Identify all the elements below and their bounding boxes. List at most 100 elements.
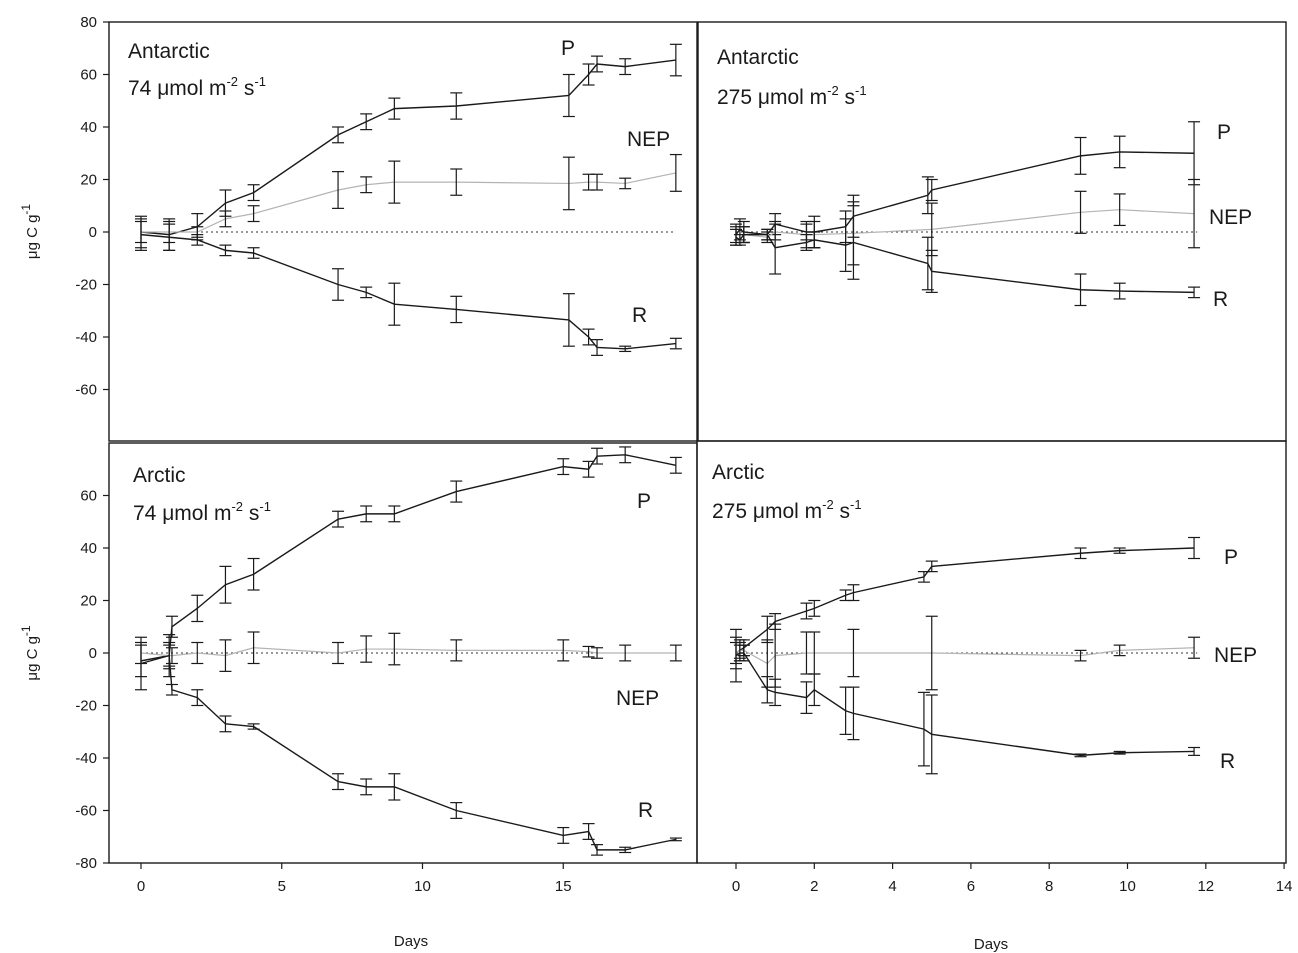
- error-bar: [730, 628, 742, 683]
- error-bar: [219, 639, 232, 672]
- error-bar: [808, 599, 821, 617]
- error-bar: [582, 645, 595, 658]
- y-tick-label: -60: [75, 803, 97, 820]
- error-bar: [1188, 636, 1201, 659]
- series-line-r: [140, 654, 676, 851]
- error-bar: [450, 802, 463, 819]
- series-line-nep: [736, 209, 1195, 238]
- error-bar: [1113, 135, 1126, 169]
- error-bar: [247, 557, 260, 591]
- series-p: [730, 121, 1201, 249]
- error-bar: [591, 647, 604, 659]
- x-tick-label: 0: [732, 878, 740, 895]
- series-line-p: [140, 59, 676, 236]
- error-bar: [1113, 644, 1126, 657]
- error-bar: [191, 689, 204, 707]
- error-bar: [591, 173, 604, 191]
- error-bar: [388, 160, 401, 204]
- error-bar: [557, 639, 570, 662]
- error-bar: [360, 113, 373, 131]
- x-axis-label: Days: [974, 936, 1008, 953]
- error-bar: [619, 644, 632, 662]
- error-bar: [191, 641, 204, 665]
- series-label-p: P: [1217, 121, 1231, 144]
- series-r: [135, 634, 682, 856]
- y-tick-label: 40: [80, 540, 97, 557]
- error-bar: [669, 153, 682, 192]
- error-bar: [450, 480, 463, 503]
- error-bar: [388, 773, 401, 801]
- error-bar: [450, 639, 463, 662]
- y-tick-label: -40: [75, 750, 97, 767]
- error-bar: [769, 678, 782, 707]
- error-bar: [450, 295, 463, 324]
- error-bar: [165, 615, 178, 638]
- panel-bottom-left: 60 40 20 0 -20 -40 -60 -80 0 5 10 15 P NEP R Arctic 74 μ…: [19, 442, 698, 950]
- series-label-p: P: [637, 490, 651, 513]
- error-bar: [557, 826, 570, 844]
- error-bar: [332, 641, 345, 665]
- y-axis-label: μg C g-1: [19, 204, 41, 259]
- panel-bottom-right: 0 2 4 6 8 10 12 14 P NEP R Arctic 275 μmol m-2 s-1 Da…: [696, 440, 1293, 953]
- error-bar: [619, 177, 632, 190]
- error-bar: [591, 447, 604, 465]
- error-bar: [163, 634, 176, 678]
- error-bar: [562, 73, 575, 118]
- error-bar: [839, 589, 852, 602]
- y-tick-label: 20: [80, 593, 97, 610]
- series-nep: [135, 631, 682, 672]
- error-bar: [1113, 193, 1126, 227]
- x-tick-label: 12: [1197, 878, 1214, 895]
- error-bar: [669, 456, 682, 474]
- error-bar: [800, 681, 813, 714]
- series-line-nep: [140, 647, 676, 657]
- error-bar: [360, 778, 373, 796]
- error-bar: [388, 505, 401, 523]
- series-p: [135, 43, 682, 251]
- error-bar: [388, 632, 401, 666]
- error-bar: [847, 584, 860, 602]
- error-bar: [332, 773, 345, 791]
- plot-frame: [696, 440, 1287, 864]
- x-tick-label: 0: [137, 878, 145, 895]
- error-bar: [332, 171, 345, 209]
- panel-title-light-level: 74 μmol m-2 s-1: [133, 499, 271, 525]
- error-bar: [619, 58, 632, 76]
- error-bar: [847, 205, 860, 280]
- y-tick-label: 60: [80, 488, 97, 505]
- series-line-r: [140, 233, 676, 350]
- y-tick-label: -80: [75, 855, 97, 872]
- error-bar: [591, 339, 604, 356]
- error-bar: [1188, 746, 1201, 756]
- error-bar: [737, 644, 750, 662]
- error-bar: [1113, 282, 1126, 300]
- panel-title-light-level: 275 μmol m-2 s-1: [712, 497, 862, 523]
- series-label-p: P: [1224, 546, 1238, 569]
- series-nep: [730, 178, 1201, 266]
- series-line-p: [735, 151, 1195, 236]
- panel-title-region: Arctic: [712, 461, 765, 484]
- error-bar: [247, 247, 260, 259]
- series-p: [730, 536, 1201, 670]
- y-axis-label: μg C g-1: [19, 625, 41, 680]
- error-bar: [619, 846, 632, 854]
- error-bar: [1074, 136, 1087, 175]
- series-p: [135, 446, 682, 678]
- series-label-nep: NEP: [1209, 206, 1252, 229]
- error-bar: [191, 234, 204, 246]
- x-axis-label: Days: [394, 933, 428, 950]
- error-bar: [562, 293, 575, 347]
- error-bar: [800, 602, 813, 620]
- y-tick-label: 40: [80, 119, 97, 136]
- error-bar: [808, 673, 821, 707]
- error-bar: [165, 647, 178, 665]
- error-bar: [135, 636, 147, 691]
- y-tick-label: 0: [89, 645, 97, 662]
- error-bar: [219, 715, 232, 733]
- x-tick-label: 6: [967, 878, 975, 895]
- y-tick-label: -20: [75, 277, 97, 294]
- x-tick-label: 14: [1276, 878, 1293, 895]
- error-bar: [847, 686, 860, 741]
- error-bar: [582, 823, 595, 840]
- error-bar: [247, 631, 260, 665]
